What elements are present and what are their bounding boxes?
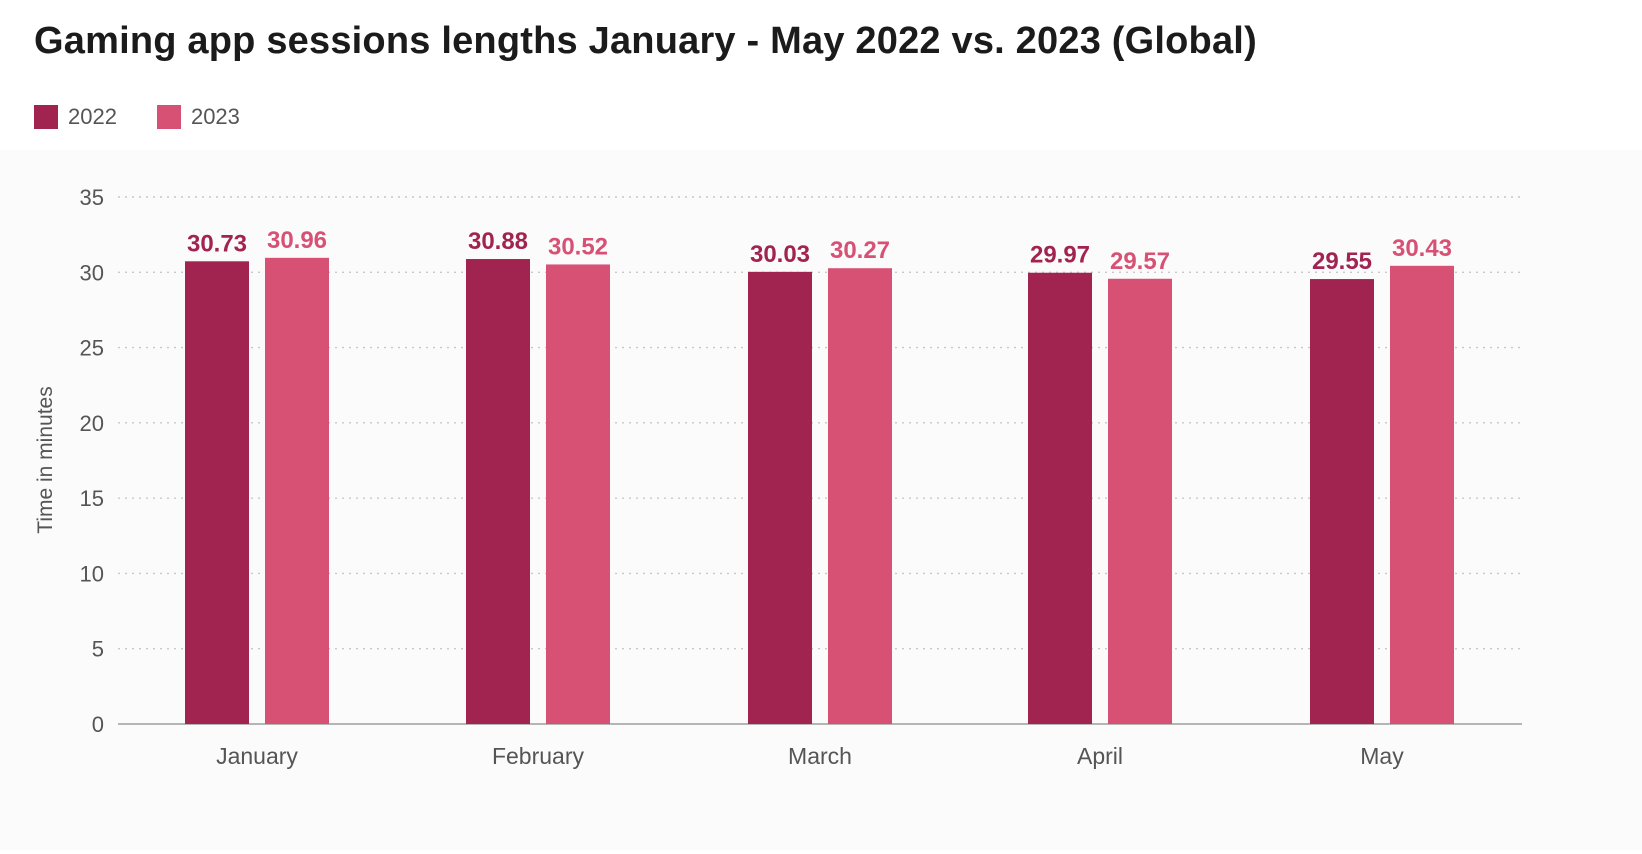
x-category-label: January [216, 743, 298, 769]
bar-2022-march [748, 271, 812, 724]
bar-2022-may [1310, 279, 1374, 724]
bar-2023-may [1390, 265, 1454, 724]
data-label-2022-march: 30.03 [750, 241, 810, 268]
legend: 2022 2023 [34, 104, 240, 130]
y-tick-label: 15 [80, 486, 104, 511]
legend-item-2023: 2023 [156, 104, 240, 130]
legend-swatch-2022 [34, 105, 58, 129]
x-axis-categories: January February March April May [216, 743, 1404, 769]
data-label-2022-january: 30.73 [187, 230, 247, 257]
x-category-label: March [788, 743, 852, 769]
grid-lines [118, 196, 1522, 650]
bar-2023-march [828, 268, 892, 724]
y-tick-label: 20 [80, 411, 104, 436]
legend-item-2022: 2022 [34, 104, 117, 130]
x-category-label: February [492, 743, 585, 769]
legend-label-2022: 2022 [68, 104, 117, 129]
data-label-2023-february: 30.52 [548, 233, 608, 260]
data-label-2023-april: 29.57 [1110, 248, 1170, 275]
bar-2023-february [546, 264, 610, 724]
legend-swatch-2023 [156, 105, 181, 129]
chart-title: Gaming app sessions lengths January - Ma… [34, 20, 1257, 62]
data-label-2022-may: 29.55 [1312, 248, 1372, 275]
y-axis-ticks: 0 5 10 15 20 25 30 35 [80, 185, 104, 737]
y-tick-label: 25 [80, 336, 104, 361]
y-tick-label: 0 [92, 712, 104, 737]
data-label-2023-march: 30.27 [830, 237, 890, 264]
y-axis-title: Time in minutes [34, 386, 57, 533]
y-tick-label: 30 [80, 260, 104, 285]
bar-2022-april [1028, 272, 1092, 724]
x-category-label: April [1077, 743, 1123, 769]
bar-2023-january [265, 257, 329, 724]
y-tick-label: 10 [80, 561, 104, 586]
data-label-2022-february: 30.88 [468, 228, 528, 255]
data-label-2023-january: 30.96 [267, 227, 327, 254]
data-labels: 30.73 30.96 30.88 30.52 30.03 30.27 29.97 29.57… [187, 227, 1452, 275]
data-label-2022-april: 29.97 [1030, 242, 1090, 269]
y-tick-label: 5 [92, 637, 104, 662]
x-category-label: May [1360, 743, 1404, 769]
data-label-2023-may: 30.43 [1392, 235, 1452, 262]
bar-2022-january [185, 261, 249, 724]
y-tick-label: 35 [80, 185, 104, 210]
bar-2022-february [466, 259, 530, 724]
bars [185, 257, 1454, 724]
legend-label-2023: 2023 [190, 104, 240, 129]
bar-2023-april [1108, 278, 1172, 724]
